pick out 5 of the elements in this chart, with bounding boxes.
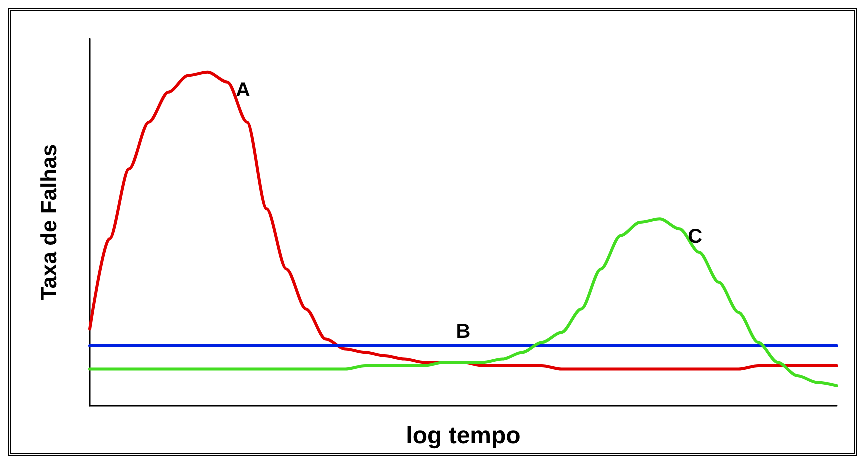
x-axis-title: log tempo — [406, 422, 521, 450]
series-label: C — [688, 226, 703, 248]
series-label: B — [456, 320, 471, 343]
y-axis-title: Taxa de Falhas — [36, 144, 62, 301]
series-label: A — [236, 79, 250, 102]
